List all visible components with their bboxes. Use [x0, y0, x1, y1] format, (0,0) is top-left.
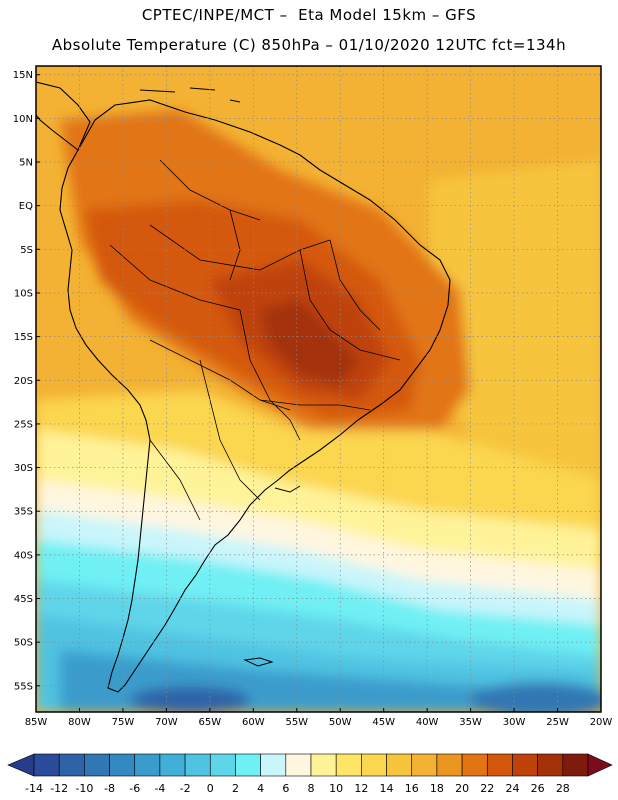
lat-tick-label: 5S	[20, 245, 33, 256]
legend-swatch	[537, 753, 564, 777]
legend-label: -2	[180, 782, 191, 795]
lon-tick-label: 80W	[68, 717, 91, 728]
legend-label: 14	[380, 782, 394, 795]
legend-label: -12	[50, 782, 68, 795]
legend-label: 20	[455, 782, 469, 795]
lon-tick-label: 25W	[546, 717, 569, 728]
lat-tick-label: 25S	[14, 419, 33, 430]
field-28	[260, 300, 360, 385]
legend-tick-labels: -14 -12 -10 -8 -6 -4 -2 0 2 4 6 8 10 12 14 16 18 20 22 24 26…	[25, 782, 570, 795]
lon-tick-label: 70W	[155, 717, 178, 728]
legend-swatch	[335, 753, 362, 777]
lat-tick-label: 55S	[14, 681, 33, 692]
legend-label: 16	[405, 782, 419, 795]
lat-tick-label: 10N	[13, 114, 33, 125]
field-6	[36, 480, 601, 605]
legend-swatch	[235, 753, 261, 777]
legend-label: 10	[329, 782, 343, 795]
legend-label: 28	[556, 782, 570, 795]
legend-swatch	[84, 753, 110, 777]
legend-label: 6	[282, 782, 289, 795]
legend-swatch	[33, 753, 60, 777]
legend-swatch	[159, 753, 186, 777]
lon-tick-label: 30W	[503, 717, 526, 728]
color-legend: -14 -12 -10 -8 -6 -4 -2 0 2 4 6 8 10 12 14 16 18 20 22 24 26…	[7, 753, 613, 795]
legend-swatch	[310, 753, 337, 777]
legend-label: 12	[354, 782, 368, 795]
legend-label: -4	[154, 782, 165, 795]
lon-tick-label: 45W	[372, 717, 395, 728]
chart-subtitle: Absolute Temperature (C) 850hPa – 01/10/…	[51, 36, 567, 54]
field-m8	[470, 682, 601, 712]
field-16	[430, 160, 601, 490]
legend-swatch	[134, 753, 161, 777]
legend-swatch	[411, 753, 438, 777]
south-america-outline	[59, 99, 451, 693]
lon-tick-label: 35W	[459, 717, 482, 728]
field-10	[36, 430, 601, 580]
rio-de-la-plata	[274, 485, 301, 493]
legend-label: 26	[531, 782, 545, 795]
legend-swatch	[486, 753, 513, 777]
legend-swatch	[58, 753, 85, 777]
central-america-outline	[36, 81, 91, 151]
lon-tick-label: 20W	[590, 717, 613, 728]
legend-color-bar	[7, 753, 613, 777]
legend-over-triangle	[587, 753, 613, 777]
legend-label: 24	[505, 782, 519, 795]
legend-label: 18	[430, 782, 444, 795]
falkland-islands	[243, 657, 274, 667]
lon-tick-label: 75W	[112, 717, 135, 728]
lon-tick-label: 65W	[199, 717, 222, 728]
legend-swatch	[512, 753, 538, 777]
lat-tick-label: 5N	[19, 158, 33, 169]
legend-label: -8	[104, 782, 115, 795]
legend-label: 2	[232, 782, 239, 795]
legend-swatch	[285, 753, 312, 777]
lat-tick-label: 40S	[14, 550, 33, 561]
plot-frame	[35, 65, 602, 713]
legend-swatch	[461, 753, 488, 777]
lat-tick-label: 15N	[13, 70, 33, 81]
field-m10	[130, 686, 250, 712]
longitude-labels: 85W 80W 75W 70W 65W 60W 55W 50W 45W 40W 35W 30W 25W 2…	[25, 708, 613, 728]
legend-label: -14	[25, 782, 43, 795]
legend-swatch	[209, 753, 236, 777]
legend-label: 22	[480, 782, 494, 795]
lon-tick-label: 60W	[242, 717, 265, 728]
field-4	[36, 510, 601, 635]
lon-tick-label: 55W	[285, 717, 308, 728]
legend-swatch	[562, 753, 589, 777]
legend-label: 8	[308, 782, 315, 795]
lon-tick-label: 40W	[416, 717, 439, 728]
legend-swatch	[109, 753, 136, 777]
legend-swatch	[361, 753, 387, 777]
lat-tick-label: 35S	[14, 507, 33, 518]
legend-label: -10	[75, 782, 93, 795]
lat-tick-label: 45S	[14, 594, 33, 605]
lat-tick-label: 10S	[14, 288, 33, 299]
lon-tick-label: 50W	[329, 717, 352, 728]
lat-tick-label: 50S	[14, 638, 33, 649]
temperature-map: 15N 10N 5N EQ 5S 10S 15S 20S 25S 30S 35S 40S 45S 50S 5…	[13, 65, 613, 728]
latitude-labels: 15N 10N 5N EQ 5S 10S 15S 20S 25S 30S 35S 40S 45S 50S 5…	[13, 70, 40, 692]
lon-tick-label: 85W	[25, 717, 48, 728]
legend-label: 0	[207, 782, 214, 795]
legend-under-triangle	[7, 753, 35, 777]
lat-tick-label: 15S	[14, 332, 33, 343]
lat-tick-label: EQ	[19, 201, 33, 212]
legend-swatch	[260, 753, 287, 777]
field-14	[36, 390, 601, 540]
chart-title: CPTEC/INPE/MCT – Eta Model 15km – GFS	[141, 6, 477, 24]
lat-tick-label: 20S	[14, 376, 33, 387]
legend-label: -6	[129, 782, 140, 795]
legend-swatch	[386, 753, 413, 777]
legend-swatch	[436, 753, 463, 777]
caribbean-islands	[139, 87, 241, 103]
legend-swatch	[184, 753, 211, 777]
legend-label: 4	[257, 782, 264, 795]
lat-tick-label: 30S	[14, 463, 33, 474]
